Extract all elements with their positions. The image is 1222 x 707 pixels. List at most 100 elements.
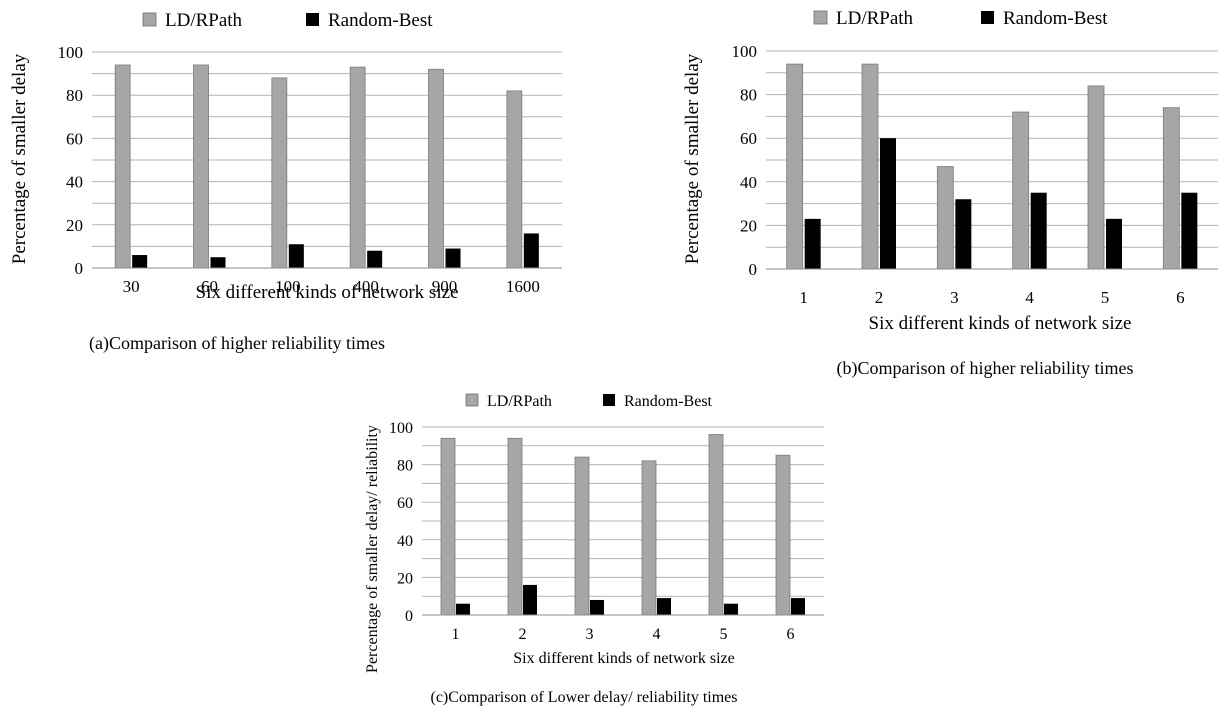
- x-tick-label: 900: [432, 277, 458, 296]
- y-tick-label: 0: [75, 259, 84, 278]
- bar-ld-rpath: [786, 63, 804, 270]
- y-tick-label: 60: [740, 129, 757, 148]
- x-tick-label: 5: [720, 626, 728, 643]
- x-tick-label: 30: [123, 277, 140, 296]
- y-axis-title: Percentage of smaller delay: [9, 53, 30, 264]
- legend-label-random-best: Random-Best: [1003, 8, 1108, 29]
- caption: (c)Comparison of Lower delay/ reliabilit…: [430, 689, 737, 706]
- y-tick-label: 0: [405, 608, 413, 625]
- bar-random-best: [1181, 192, 1198, 269]
- bar-ld-rpath: [271, 77, 288, 269]
- chart-a: LD/RPath Random-Best 0 20 40 60 80 100 30 60 10…: [9, 10, 562, 354]
- y-tick-label: 100: [732, 42, 758, 61]
- bar-ld-rpath: [641, 460, 657, 616]
- x-tick-label: 3: [586, 626, 594, 643]
- bar-random-best: [791, 598, 805, 615]
- x-tick-label: 100: [275, 277, 301, 296]
- bar-random-best: [523, 233, 539, 268]
- bar-ld-rpath: [861, 63, 879, 270]
- x-axis-title: Six different kinds of network size: [196, 282, 459, 303]
- y-tick-label: 20: [66, 216, 83, 235]
- bars: [440, 434, 805, 616]
- x-tick-label: 1600: [506, 277, 540, 296]
- gridlines: [766, 50, 1218, 248]
- x-tick-label: 4: [1025, 288, 1034, 307]
- bar-ld-rpath: [1087, 85, 1105, 270]
- y-tick-label: 100: [58, 43, 84, 62]
- bar-random-best: [724, 603, 738, 615]
- x-tick-label: 1: [799, 288, 808, 307]
- x-tick-labels: 1 2 3 4 5 6: [452, 626, 795, 643]
- gridlines: [92, 51, 562, 247]
- x-tick-label: 4: [653, 626, 661, 643]
- bar-random-best: [367, 250, 383, 268]
- y-tick-label: 40: [397, 533, 413, 550]
- bar-ld-rpath: [574, 456, 590, 616]
- x-tick-label: 2: [519, 626, 527, 643]
- y-tick-label: 60: [66, 129, 83, 148]
- bar-random-best: [456, 603, 470, 615]
- y-tick-labels: 0 20 40 60 80 100: [58, 43, 84, 278]
- bar-ld-rpath: [193, 64, 209, 269]
- bar-random-best: [1106, 218, 1122, 269]
- legend-swatch-ld-rpath: [813, 10, 828, 25]
- y-tick-label: 40: [740, 173, 757, 192]
- bar-random-best: [288, 244, 304, 268]
- legend-label-ld-rpath: LD/RPath: [165, 10, 243, 31]
- bar-ld-rpath: [114, 64, 131, 269]
- caption: (a)Comparison of higher reliability time…: [89, 333, 385, 354]
- x-axis-title: Six different kinds of network size: [869, 313, 1132, 334]
- y-tick-label: 0: [749, 260, 758, 279]
- y-tick-label: 60: [397, 495, 413, 512]
- bar-ld-rpath: [428, 68, 444, 269]
- gridlines: [422, 426, 824, 597]
- bar-random-best: [955, 199, 972, 269]
- bar-random-best: [804, 218, 821, 269]
- legend-swatch-ld-rpath: [465, 393, 479, 407]
- y-tick-label: 80: [397, 458, 413, 475]
- y-tick-labels: 0 20 40 60 80 100: [389, 420, 413, 625]
- bar-random-best: [445, 248, 461, 268]
- bar-ld-rpath: [936, 166, 954, 270]
- y-axis-title: Percentage of smaller delay/ reliability: [364, 425, 381, 673]
- x-axis-title: Six different kinds of network size: [513, 650, 734, 667]
- legend: LD/RPath Random-Best: [465, 393, 713, 410]
- legend: LD/RPath Random-Best: [142, 10, 433, 31]
- bar-random-best: [210, 257, 226, 268]
- legend-swatch-random-best: [306, 13, 319, 26]
- x-tick-labels: 1 2 3 4 5 6: [799, 288, 1184, 307]
- bar-ld-rpath: [708, 434, 724, 616]
- bar-ld-rpath: [507, 437, 523, 616]
- bar-random-best: [1030, 192, 1047, 269]
- x-tick-label: 6: [787, 626, 795, 643]
- legend-swatch-ld-rpath: [142, 12, 157, 27]
- caption: (b)Comparison of higher reliability time…: [837, 358, 1134, 379]
- chart-c: LD/RPath Random-Best 0 20 40 60 80 100 1 2 3 4 5 6…: [364, 393, 824, 706]
- legend-label-random-best: Random-Best: [624, 393, 713, 410]
- legend-label-ld-rpath: LD/RPath: [487, 393, 552, 410]
- bar-random-best: [523, 584, 537, 615]
- bar-random-best: [880, 138, 896, 269]
- bar-random-best: [132, 255, 148, 268]
- bar-ld-rpath: [1012, 111, 1030, 270]
- x-tick-labels: 30 60 100 400 900 1600: [123, 277, 540, 296]
- x-tick-label: 5: [1101, 288, 1110, 307]
- y-tick-label: 20: [397, 570, 413, 587]
- bar-random-best: [657, 598, 671, 615]
- legend: LD/RPath Random-Best: [813, 8, 1108, 29]
- x-tick-label: 3: [950, 288, 959, 307]
- chart-b: LD/RPath Random-Best 0 20 40 60 80 100 1 2 3 4 5 6…: [682, 8, 1218, 379]
- legend-label-ld-rpath: LD/RPath: [836, 8, 914, 29]
- x-tick-label: 2: [875, 288, 884, 307]
- bars: [114, 64, 539, 269]
- legend-swatch-random-best: [981, 11, 994, 24]
- x-tick-label: 400: [353, 277, 379, 296]
- bar-ld-rpath: [506, 90, 523, 269]
- y-tick-label: 40: [66, 173, 83, 192]
- legend-label-random-best: Random-Best: [328, 10, 433, 31]
- bar-random-best: [590, 599, 604, 615]
- x-tick-label: 60: [201, 277, 218, 296]
- x-tick-label: 6: [1176, 288, 1185, 307]
- y-tick-label: 80: [740, 86, 757, 105]
